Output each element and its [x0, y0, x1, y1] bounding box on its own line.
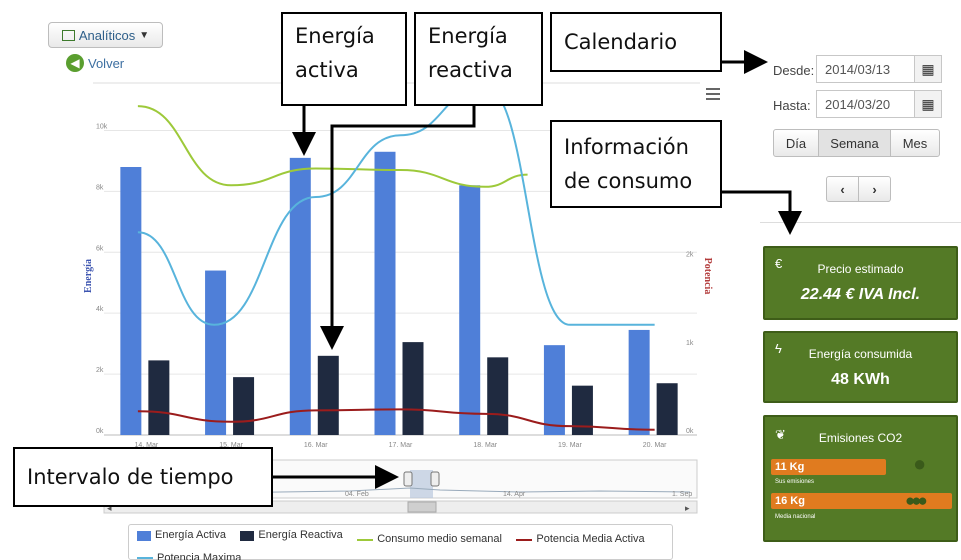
y-tick-label: 8k: [96, 184, 104, 191]
chart-icon: [61, 29, 75, 41]
y2-axis-label: Potencia: [702, 258, 713, 295]
bar-reactive-energy: [656, 383, 678, 435]
scroll-right-icon[interactable]: ▸: [685, 503, 690, 513]
to-date-field[interactable]: 2014/03/20: [816, 90, 915, 118]
price-card: € Precio estimado 22.44 € IVA Incl.: [763, 246, 958, 320]
tab-week[interactable]: Semana: [818, 129, 891, 157]
analytics-label: Analíticos: [78, 27, 136, 43]
x-tick-label: 16. Mar: [304, 442, 328, 449]
bar-active-energy: [543, 345, 565, 435]
from-date-field[interactable]: 2014/03/13: [816, 55, 915, 83]
navigator-label-3: 1. Sep: [672, 491, 692, 498]
calendar-icon-to[interactable]: ▦: [914, 90, 942, 118]
navigator-selection[interactable]: [410, 470, 433, 498]
y-axis-label: Energía: [83, 259, 94, 293]
y-tick-label: 4k: [96, 306, 104, 313]
y2-tick-label: 1k: [686, 340, 694, 347]
x-tick-label: 14. Mar: [134, 442, 158, 449]
callout-consumption-info: Información de consumo: [550, 120, 722, 208]
tab-day[interactable]: Día: [773, 129, 819, 157]
national-emissions-bar: [771, 493, 953, 509]
bar-active-energy: [459, 185, 481, 435]
callout-active-energy: Energía activa: [281, 12, 407, 106]
legend-item-active[interactable]: Energía Activa: [137, 528, 226, 543]
back-arrow-icon: ◀: [66, 54, 84, 72]
bar-active-energy: [289, 157, 311, 435]
x-tick-label: 20. Mar: [643, 442, 667, 449]
national-emissions-label: Media nacional: [775, 514, 816, 520]
bar-reactive-energy: [402, 342, 424, 435]
legend-item-mean-power[interactable]: Potencia Media Activa: [516, 532, 645, 547]
back-label: Volver: [88, 55, 125, 71]
analytics-dropdown[interactable]: Analíticos ▼: [48, 22, 163, 48]
tab-month[interactable]: Mes: [890, 129, 940, 157]
callout-calendar: Calendario: [550, 12, 722, 72]
bar-reactive-energy: [317, 355, 339, 435]
scroll-left-icon[interactable]: ◂: [107, 503, 112, 513]
back-link[interactable]: ◀ Volver: [66, 54, 124, 72]
calendar-icon-from[interactable]: ▦: [914, 55, 942, 83]
legend: Energía Activa Energía Reactiva Consumo …: [128, 524, 673, 560]
navigator-handle-right[interactable]: [430, 471, 440, 487]
series-line: [137, 105, 528, 188]
series-line: [137, 408, 655, 431]
navigator-handle-left[interactable]: [403, 471, 413, 487]
from-label: Desde:: [773, 63, 815, 78]
energy-value: 48 KWh: [831, 371, 890, 388]
y-tick-label: 6k: [96, 245, 104, 252]
navigator-label-2: 14. Apr: [503, 491, 526, 498]
emissions-title: Emisiones CO2: [818, 431, 903, 445]
next-period-button[interactable]: ›: [858, 176, 891, 202]
legend-item-max-power[interactable]: Potencia Maxima: [137, 551, 241, 560]
bar-active-energy: [205, 270, 227, 435]
x-tick-label: 19. Mar: [558, 442, 582, 449]
energy-card: ϟ Energía consumida 48 KWh: [763, 331, 958, 403]
own-emissions-label: Sus emisiones: [775, 479, 815, 485]
x-tick-label: 15. Mar: [219, 442, 243, 449]
y2-tick-label: 0k: [686, 428, 694, 435]
bolt-icon: ϟ: [775, 341, 782, 356]
y-tick-label: 10k: [96, 123, 108, 130]
emissions-card: ❦ Emisiones CO2 11 Kg Sus emisiones 16 K…: [763, 415, 958, 542]
bar-reactive-energy: [571, 385, 593, 435]
bar-reactive-energy: [233, 377, 255, 435]
group-icon: ●●●: [905, 491, 928, 510]
leaf-icon: ❦: [775, 427, 786, 442]
x-tick-label: 18. Mar: [473, 442, 497, 449]
x-tick-label: 17. Mar: [389, 442, 413, 449]
bar-reactive-energy: [487, 357, 509, 435]
euro-icon: €: [775, 256, 783, 271]
scrollbar-thumb[interactable]: [407, 501, 437, 513]
energy-title: Energía consumida: [808, 347, 913, 361]
price-value: 22.44 € IVA Incl.: [800, 286, 921, 303]
price-title: Precio estimado: [817, 262, 904, 276]
bar-active-energy: [628, 329, 650, 435]
to-label: Hasta:: [773, 98, 811, 113]
callout-time-interval: Intervalo de tiempo: [13, 447, 273, 507]
national-emissions-value: 16 Kg: [775, 495, 805, 507]
callout-reactive-energy: Energía reactiva: [414, 12, 543, 106]
own-emissions-bar: [771, 459, 886, 475]
legend-item-reactive[interactable]: Energía Reactiva: [240, 528, 343, 543]
prev-period-button[interactable]: ‹: [826, 176, 859, 202]
y-tick-label: 0k: [96, 428, 104, 435]
own-emissions-value: 11 Kg: [775, 461, 805, 473]
legend-item-weekly[interactable]: Consumo medio semanal: [357, 532, 502, 547]
y-tick-label: 2k: [96, 367, 104, 374]
bar-reactive-energy: [148, 360, 170, 435]
person-icon: ●: [913, 451, 927, 476]
menu-icon[interactable]: [706, 88, 720, 100]
bar-active-energy: [374, 151, 396, 436]
bar-active-energy: [120, 167, 142, 435]
y2-tick-label: 2k: [686, 252, 694, 259]
caret-down-icon: ▼: [139, 29, 150, 41]
navigator-label-1: 04. Feb: [345, 491, 369, 498]
divider: [760, 222, 961, 223]
